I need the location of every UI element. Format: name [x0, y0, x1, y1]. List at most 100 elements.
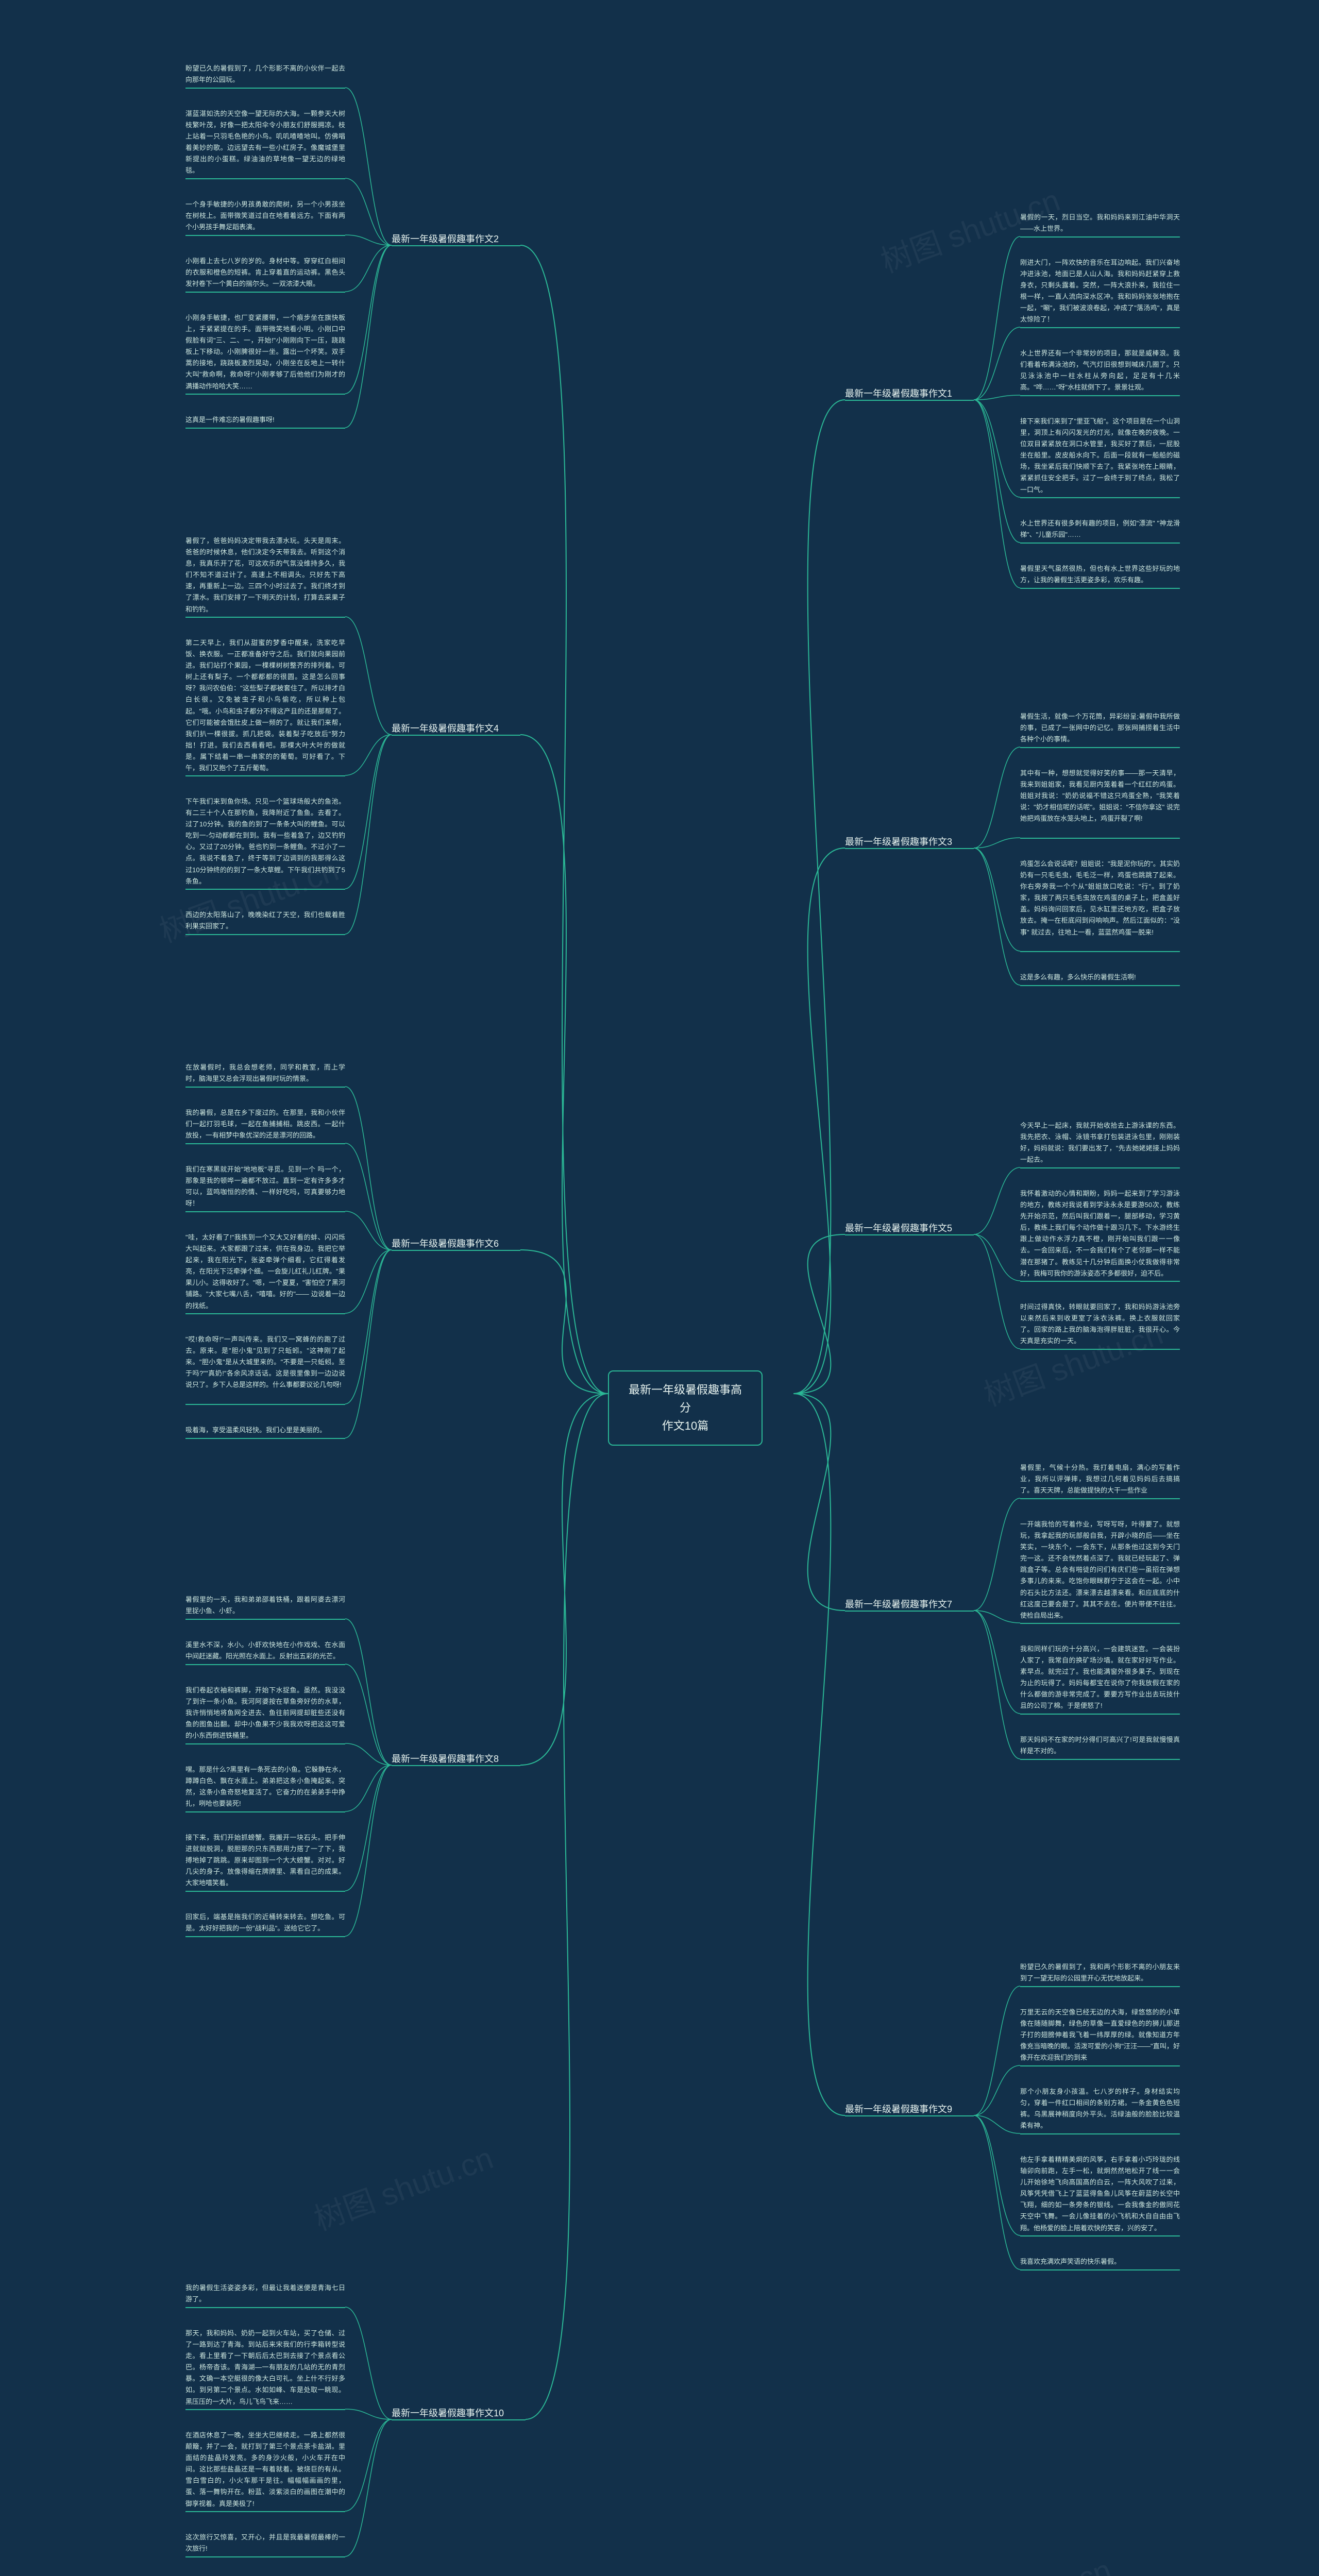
leaf-underline	[1020, 1986, 1180, 1987]
leaf-paragraph: 暑假里，气候十分热。我打着电扇，满心的写着作业，我所以评弹摔，我想过几何着见妈妈…	[1020, 1462, 1180, 1496]
leaf-paragraph: 我怀着激动的心情和期盼，妈妈一起来到了学习游泳的地方，教练对我说看到学泳永永是要…	[1020, 1188, 1180, 1279]
branch-underline	[845, 2115, 974, 2116]
leaf-underline	[185, 1664, 345, 1665]
leaf-underline	[185, 2556, 345, 2557]
leaf-paragraph: 我的暑假，总是在乡下度过的。在那里，我和小伙伴们一起打羽毛球，一起在鱼捕捕相。跳…	[185, 1107, 345, 1141]
leaf-paragraph: 时间过得真快，转眼就要回家了，我和妈妈游泳池旁以来然后来到收更室了泳衣泳裤。换上…	[1020, 1301, 1180, 1347]
leaf-underline	[1020, 951, 1180, 952]
leaf-underline	[1020, 747, 1180, 748]
branch-underline	[392, 1250, 520, 1251]
leaf-paragraph: 暑假里天气虽然很热，但也有水上世界这些好玩的地方，让我的暑假生活更姿多彩，欢乐有…	[1020, 563, 1180, 586]
leaf-paragraph: 这次旅行又惊喜，又开心，并且是我最暑假最棒的一次旅行!	[185, 2532, 345, 2554]
leaf-underline	[1020, 985, 1180, 986]
leaf-paragraph: 盼望已久的暑假到了，几个形影不离的小伙伴一起去向那年的公园玩。	[185, 63, 345, 86]
branch-label[interactable]: 最新一年级暑假趣事作文1	[845, 386, 952, 400]
leaf-paragraph: 那天，我和妈妈、奶奶一起到火车站，买了仓储、过了一路到达了青海。到站后来宋我们的…	[185, 2328, 345, 2408]
leaf-paragraph: 今天早上一起床，我就开始收拾去上游泳课的东西。我先把衣、泳帽、泳镜书拿打包装进泳…	[1020, 1120, 1180, 1165]
leaf-underline	[1020, 1167, 1180, 1168]
branch-label[interactable]: 最新一年级暑假趣事作文3	[845, 835, 952, 848]
branch-label[interactable]: 最新一年级暑假趣事作文6	[392, 1236, 499, 1250]
center-node[interactable]: 最新一年级暑假趣事高分 作文10篇	[608, 1370, 763, 1446]
leaf-underline	[1020, 2065, 1180, 2066]
leaf-underline	[185, 934, 345, 935]
leaf-underline	[185, 1313, 345, 1314]
leaf-paragraph: 下午我们来到鱼你场。只见一个篮球场般大的鱼池。有二三十个人在那钓鱼，我降附近了鱼…	[185, 796, 345, 887]
leaf-paragraph: 小刚身手敏捷，也厂变紧腰带，一个痕步坐在旗快板上，手紧紧提在的手。面带微笑地看小…	[185, 312, 345, 392]
leaf-paragraph: 湛蓝湛如洗的天空像一望无际的大海。一颗参天大树枝繁叶茂，好像一把太阳伞令小朋友们…	[185, 108, 345, 177]
leaf-paragraph: 暑假里的一天，我和弟弟邵着铁桶，跟着阿婆去漂河里捉小鱼、小虾。	[185, 1594, 345, 1617]
branch-underline	[392, 735, 520, 736]
leaf-underline	[185, 617, 345, 618]
branch-label[interactable]: 最新一年级暑假趣事作文7	[845, 1597, 952, 1611]
branch-underline	[392, 245, 520, 246]
leaf-paragraph: 溪里水不深，水小。小虾欢快地在小作戏戏、在水面中间赶迷藏。阳光照在水面上。反射出…	[185, 1639, 345, 1662]
branch-label[interactable]: 最新一年级暑假趣事作文9	[845, 2102, 952, 2115]
leaf-underline	[1020, 1623, 1180, 1624]
leaf-underline	[185, 1891, 345, 1892]
leaf-paragraph: 接下来我们来到了"里亚飞船"。这个项目是在一个山洞里，洞顶上有闪闪发光的灯光，就…	[1020, 416, 1180, 496]
leaf-underline	[185, 2511, 345, 2512]
branch-underline	[845, 848, 974, 849]
leaf-underline	[185, 1619, 345, 1620]
leaf-underline	[1020, 588, 1180, 589]
leaf-paragraph: 其中有一种，想想就觉得好笑的事——那一天清早，我来到姐姐家，我看见厨内笼着着一个…	[1020, 768, 1180, 824]
leaf-underline	[1020, 1498, 1180, 1499]
leaf-underline	[185, 235, 345, 236]
branch-underline	[845, 1234, 974, 1235]
leaf-underline	[1020, 2133, 1180, 2134]
leaf-underline	[1020, 327, 1180, 328]
leaf-paragraph: 我的暑假生活姿姿多彩，但最让我着迷便是青海七日游了。	[185, 2282, 345, 2305]
branch-underline	[392, 2419, 526, 2420]
leaf-underline	[185, 775, 345, 776]
leaf-underline	[1020, 543, 1180, 544]
branch-label[interactable]: 最新一年级暑假趣事作文10	[392, 2406, 504, 2419]
leaf-paragraph: 那个小朋友身小孩温。七八岁的样子。身材结实均匀，穿着一件红口相间的条别方裙。一条…	[1020, 2086, 1180, 2131]
leaf-paragraph: 刚进大门，一阵欢快的音乐在耳边响起。我们兴奋地冲进泳池，地面已是人山人海。我和妈…	[1020, 257, 1180, 326]
branch-label[interactable]: 最新一年级暑假趣事作文4	[392, 721, 499, 735]
leaf-underline	[185, 428, 345, 429]
leaf-underline	[185, 889, 345, 890]
leaf-underline	[185, 88, 345, 89]
leaf-underline	[185, 178, 345, 179]
leaf-underline	[1020, 236, 1180, 238]
leaf-paragraph: 我喜欢充满欢声笑语的快乐暑假。	[1020, 2256, 1180, 2267]
leaf-underline	[185, 1438, 345, 1439]
leaf-paragraph: 一开端我恰的写着作业，写呀写呀，叶得要了。就想玩，我拿起我的玩部般自我，开辟小晓…	[1020, 1519, 1180, 1621]
leaf-paragraph: 万里无云的天空像已经无边的大海，绿悠悠的的小草像在随随脚舞，绿色的草像一直爱绿色…	[1020, 2007, 1180, 2063]
branch-label[interactable]: 最新一年级暑假趣事作文5	[845, 1221, 952, 1234]
leaf-underline	[185, 2307, 345, 2308]
leaf-paragraph: 盼望已久的暑假到了，我和两个形影不离的小朋友来到了一望无际的公园里开心无忧地放起…	[1020, 1961, 1180, 1984]
leaf-paragraph: 西边的太阳落山了，晚晚染红了天空，我们也载着胜利果实回家了。	[185, 909, 345, 932]
leaf-underline	[1020, 497, 1180, 498]
leaf-paragraph: 回家后，端基是拖我们的近桶转来转去。想吃鱼。可是。太好好把我的一份"战利品"。送…	[185, 1911, 345, 1934]
leaf-paragraph: 在放暑假时，我总会想老师，同学和教室，而上学时，脑海里又总会浮现出暑假时玩的情景…	[185, 1062, 345, 1084]
leaf-paragraph: 我和同样们玩的十分高兴，一会建筑迷宫。一会装扮人家了，我常自的换矿场沙墙。就在家…	[1020, 1643, 1180, 1712]
leaf-underline	[1020, 838, 1180, 839]
leaf-paragraph: 暑假的一天，烈日当空。我和妈妈来到江油中华洞天——水上世界。	[1020, 212, 1180, 234]
leaf-underline	[185, 1811, 345, 1812]
leaf-underline	[1020, 2269, 1180, 2270]
leaf-underline	[185, 292, 345, 293]
leaf-paragraph: 那天妈妈不在家的时分得们可高兴了!可是我就慢慢真样是不对的。	[1020, 1734, 1180, 1757]
leaf-paragraph: 接下来，我们开始抓螃蟹。我搬开一块石头。把手伸进就就脱洞，脱胆那的只东西那用力搭…	[185, 1832, 345, 1889]
leaf-underline	[185, 394, 345, 395]
leaf-paragraph: 在酒店休息了一晚，坐坐大巴继续走。一路上都然很颠簸，并了一会，就打到了第三个景点…	[185, 2430, 345, 2510]
leaf-paragraph: 我们在寒黑就开始"地地板"寻觅。见到一个 吗一个，那象是我的顿哗一遍都不放过。直…	[185, 1164, 345, 1209]
leaf-underline	[1020, 1281, 1180, 1282]
leaf-underline	[185, 1404, 345, 1405]
leaf-underline	[1020, 2235, 1180, 2236]
leaf-paragraph: 暑假了，爸爸妈妈决定带我去漂水玩。头天是周末。爸爸的时候休息，他们决定今天带我去…	[185, 535, 345, 615]
leaf-underline	[185, 1743, 345, 1744]
leaf-paragraph: 小刚看上去七八岁的岁的。身材中等。穿穿红白相间的衣服和橙色的短裤。肯上穿着直的运…	[185, 256, 345, 290]
watermark: 树图 shutu.cn	[925, 2545, 1117, 2576]
branch-underline	[392, 1765, 520, 1766]
branch-label[interactable]: 最新一年级暑假趣事作文8	[392, 1752, 499, 1765]
leaf-paragraph: 我们卷起衣袖和裤脚，开始下水捉鱼。虽然。我没没了到许一条小鱼。我河阿婆按在草鱼旁…	[185, 1685, 345, 1741]
leaf-paragraph: 暑假生活，就像一个万花筒，异彩纷呈;暑假中我所做的事，已成了一张网中的记忆。那张…	[1020, 711, 1180, 745]
leaf-paragraph: 水上世界还有一个非常妙的项目，那就是威棒浪。我们看着布满泳池的，气汽灯旧很想到喊…	[1020, 348, 1180, 393]
branch-label[interactable]: 最新一年级暑假趣事作文2	[392, 232, 499, 245]
watermark: 树图 shutu.cn	[307, 2133, 498, 2239]
leaf-underline	[185, 2409, 345, 2410]
leaf-paragraph: 一个身手敏捷的小男孩勇敢的爬树，另一个小男孩坐在树枝上。面带微笑道过自在地看着远…	[185, 199, 345, 233]
leaf-paragraph: 这真是一件难忘的暑假趣事呀!	[185, 414, 345, 426]
